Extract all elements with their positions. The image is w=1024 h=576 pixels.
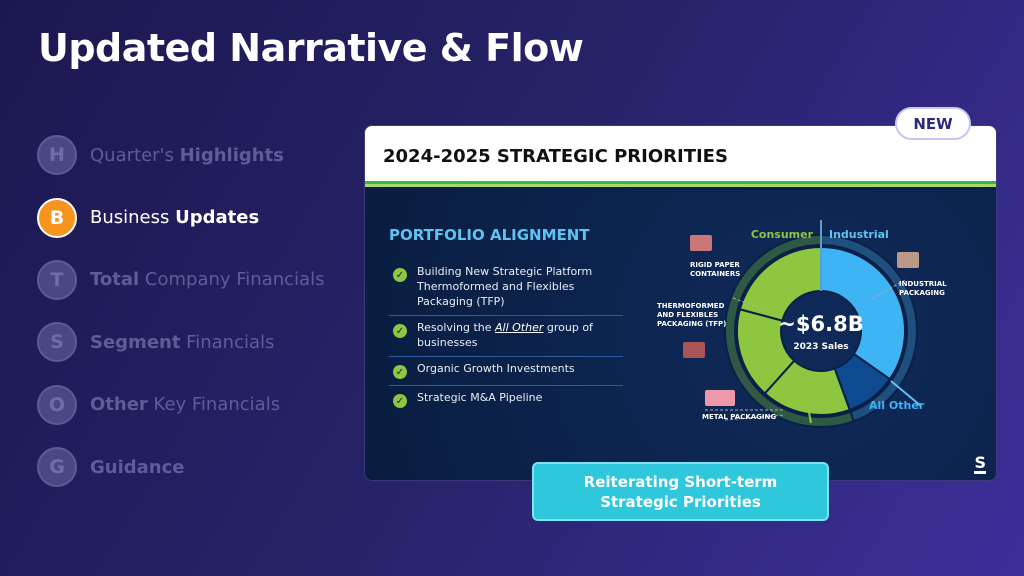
tfp-label: AND FLEXIBLES [657,311,718,319]
priority-list: ✓ Building New Strategic Platform Thermof… [389,260,623,414]
priority-text: Resolving the All Other group of busines… [417,321,593,349]
nav-label: Business Updates [90,207,260,229]
nav-label: Segment Financials [90,331,275,353]
callout-box: Reiterating Short-term Strategic Priorit… [532,462,829,521]
nav-item-total[interactable]: T Total Company Financials [37,249,324,311]
agenda-nav: H Quarter's Highlights B Business Updates T T… [37,124,324,498]
consumer-divider [800,370,812,424]
priority-item: ✓ Resolving the All Other group of busine… [389,316,623,357]
nav-item-highlights[interactable]: H Quarter's Highlights [37,124,324,186]
letter-badge: T [37,259,77,300]
metal-leader [724,414,786,421]
segment-rigid-paper [738,245,822,322]
check-icon: ✓ [393,394,407,408]
center-label: 2023 Sales [793,342,848,352]
nav-label: Total Company Financials [90,269,325,291]
section-heading: PORTFOLIO ALIGNMENT [389,226,590,244]
green-stripe [365,181,996,187]
nav-label: Other Key Financials [90,394,281,416]
product-image [897,252,919,268]
product-image [690,235,712,251]
priority-text: Organic Growth Investments [417,362,575,375]
new-badge: NEW [895,107,971,140]
check-icon: ✓ [393,365,407,379]
nav-item-updates[interactable]: B Business Updates [37,186,324,248]
tfp-label: PACKAGING (TFP) [657,320,726,328]
rigid-label: RIGID PAPER [690,261,740,269]
priority-text: Strategic M&A Pipeline [417,391,543,404]
nav-label: Guidance [90,456,185,478]
letter-badge: G [37,447,77,488]
priority-item: ✓ Organic Growth Investments [389,357,623,386]
callout-line: Strategic Priorities [600,493,761,511]
center-value: ~$6.8B [778,312,863,336]
priority-item: ✓ Building New Strategic Platform Thermof… [389,260,623,316]
priority-item: ✓ Strategic M&A Pipeline [389,386,623,414]
all-other-label: All Other [869,399,925,412]
industrial-packaging-label: PACKAGING [899,289,945,297]
callout-line: Reiterating Short-term [583,473,778,491]
segment-industrial-packaging [820,245,906,381]
nav-label: Quarter's Highlights [90,144,284,166]
all-other-pointer [890,380,922,407]
slide-title: Updated Narrative & Flow [38,26,584,70]
card-title: 2024-2025 STRATEGIC PRIORITIES [365,126,996,181]
check-icon: ✓ [393,324,407,338]
consumer-label: Consumer [751,228,814,241]
letter-badge: H [37,135,77,176]
product-image [683,342,705,358]
rigid-label: CONTAINERS [690,270,740,278]
industrial-label: Industrial [829,228,889,241]
industrial-leader [869,279,906,301]
letter-badge: B [37,197,77,238]
slide-thumbnail: 2024-2025 STRATEGIC PRIORITIES PORTFOLIO… [364,125,997,481]
sales-donut: Consumer Industrial ~$6.8B 2023 Sales All Ot… [657,220,947,428]
rigid-leader [732,297,766,311]
nav-item-guidance[interactable]: G Guidance [37,436,324,498]
tfp-label: THERMOFORMED [657,302,725,310]
priority-text: Building New Strategic Platform Thermofo… [417,265,593,308]
product-image [705,390,735,406]
industrial-packaging-label: INDUSTRIAL [899,280,947,288]
letter-badge: O [37,384,77,425]
nav-item-segment[interactable]: S Segment Financials [37,311,324,373]
nav-item-other[interactable]: O Other Key Financials [37,374,324,436]
company-logo: S [974,453,986,474]
letter-badge: S [37,322,77,363]
metal-label: METAL PACKAGING [702,413,776,421]
check-icon: ✓ [393,268,407,282]
